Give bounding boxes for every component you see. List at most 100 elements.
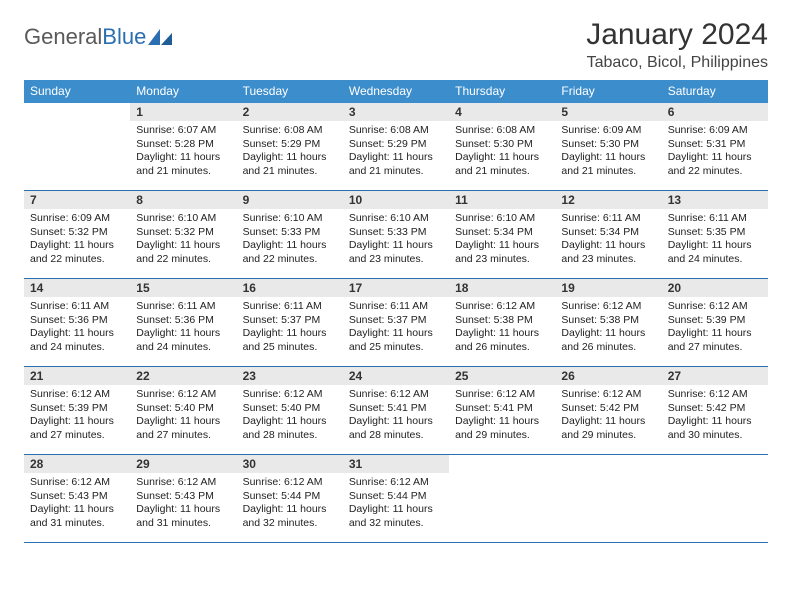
sunrise-line: Sunrise: 6:09 AM — [561, 124, 655, 138]
calendar-cell: 22Sunrise: 6:12 AMSunset: 5:40 PMDayligh… — [130, 367, 236, 455]
calendar-cell: 14Sunrise: 6:11 AMSunset: 5:36 PMDayligh… — [24, 279, 130, 367]
day-content: Sunrise: 6:12 AMSunset: 5:40 PMDaylight:… — [130, 385, 236, 449]
page-header: GeneralBlue January 2024 Tabaco, Bicol, … — [24, 18, 768, 72]
calendar-table: Sunday Monday Tuesday Wednesday Thursday… — [24, 80, 768, 543]
daylight-line: Daylight: 11 hours and 24 minutes. — [30, 327, 124, 354]
weekday-header: Sunday — [24, 80, 130, 103]
day-number: 31 — [343, 455, 449, 473]
day-number: 7 — [24, 191, 130, 209]
sunrise-line: Sunrise: 6:08 AM — [349, 124, 443, 138]
day-number: 16 — [237, 279, 343, 297]
sunset-line: Sunset: 5:29 PM — [243, 138, 337, 152]
calendar-cell: 3Sunrise: 6:08 AMSunset: 5:29 PMDaylight… — [343, 103, 449, 191]
daylight-line: Daylight: 11 hours and 23 minutes. — [349, 239, 443, 266]
day-number: 9 — [237, 191, 343, 209]
calendar-cell — [662, 455, 768, 543]
day-number: 14 — [24, 279, 130, 297]
sunset-line: Sunset: 5:40 PM — [243, 402, 337, 416]
calendar-cell: 19Sunrise: 6:12 AMSunset: 5:38 PMDayligh… — [555, 279, 661, 367]
calendar-cell: 13Sunrise: 6:11 AMSunset: 5:35 PMDayligh… — [662, 191, 768, 279]
daylight-line: Daylight: 11 hours and 31 minutes. — [136, 503, 230, 530]
day-content: Sunrise: 6:10 AMSunset: 5:34 PMDaylight:… — [449, 209, 555, 273]
day-number: 8 — [130, 191, 236, 209]
weekday-header: Thursday — [449, 80, 555, 103]
day-number: 5 — [555, 103, 661, 121]
sunrise-line: Sunrise: 6:12 AM — [243, 476, 337, 490]
calendar-cell: 21Sunrise: 6:12 AMSunset: 5:39 PMDayligh… — [24, 367, 130, 455]
calendar-cell: 25Sunrise: 6:12 AMSunset: 5:41 PMDayligh… — [449, 367, 555, 455]
daylight-line: Daylight: 11 hours and 22 minutes. — [668, 151, 762, 178]
sunset-line: Sunset: 5:39 PM — [30, 402, 124, 416]
calendar-row: 21Sunrise: 6:12 AMSunset: 5:39 PMDayligh… — [24, 367, 768, 455]
title-block: January 2024 Tabaco, Bicol, Philippines — [586, 18, 768, 72]
daylight-line: Daylight: 11 hours and 23 minutes. — [561, 239, 655, 266]
logo-sail-icon — [148, 27, 174, 47]
day-number: 18 — [449, 279, 555, 297]
daylight-line: Daylight: 11 hours and 22 minutes. — [243, 239, 337, 266]
calendar-cell: 6Sunrise: 6:09 AMSunset: 5:31 PMDaylight… — [662, 103, 768, 191]
day-number: 2 — [237, 103, 343, 121]
day-content: Sunrise: 6:12 AMSunset: 5:42 PMDaylight:… — [662, 385, 768, 449]
sunrise-line: Sunrise: 6:10 AM — [243, 212, 337, 226]
daylight-line: Daylight: 11 hours and 25 minutes. — [349, 327, 443, 354]
weekday-header-row: Sunday Monday Tuesday Wednesday Thursday… — [24, 80, 768, 103]
calendar-cell — [449, 455, 555, 543]
daylight-line: Daylight: 11 hours and 27 minutes. — [30, 415, 124, 442]
day-number: 11 — [449, 191, 555, 209]
daylight-line: Daylight: 11 hours and 23 minutes. — [455, 239, 549, 266]
day-content: Sunrise: 6:11 AMSunset: 5:36 PMDaylight:… — [24, 297, 130, 361]
day-content: Sunrise: 6:12 AMSunset: 5:44 PMDaylight:… — [343, 473, 449, 537]
day-content: Sunrise: 6:11 AMSunset: 5:34 PMDaylight:… — [555, 209, 661, 273]
calendar-row: 14Sunrise: 6:11 AMSunset: 5:36 PMDayligh… — [24, 279, 768, 367]
sunset-line: Sunset: 5:28 PM — [136, 138, 230, 152]
daylight-line: Daylight: 11 hours and 26 minutes. — [561, 327, 655, 354]
sunrise-line: Sunrise: 6:11 AM — [561, 212, 655, 226]
logo-text-blue: Blue — [102, 24, 146, 49]
calendar-row: 7Sunrise: 6:09 AMSunset: 5:32 PMDaylight… — [24, 191, 768, 279]
daylight-line: Daylight: 11 hours and 21 minutes. — [349, 151, 443, 178]
daylight-line: Daylight: 11 hours and 24 minutes. — [136, 327, 230, 354]
daylight-line: Daylight: 11 hours and 21 minutes. — [455, 151, 549, 178]
calendar-cell: 31Sunrise: 6:12 AMSunset: 5:44 PMDayligh… — [343, 455, 449, 543]
sunset-line: Sunset: 5:31 PM — [668, 138, 762, 152]
calendar-cell: 4Sunrise: 6:08 AMSunset: 5:30 PMDaylight… — [449, 103, 555, 191]
sunset-line: Sunset: 5:39 PM — [668, 314, 762, 328]
sunrise-line: Sunrise: 6:12 AM — [30, 388, 124, 402]
calendar-cell: 7Sunrise: 6:09 AMSunset: 5:32 PMDaylight… — [24, 191, 130, 279]
day-number: 13 — [662, 191, 768, 209]
day-number: 4 — [449, 103, 555, 121]
sunrise-line: Sunrise: 6:12 AM — [30, 476, 124, 490]
sunset-line: Sunset: 5:37 PM — [243, 314, 337, 328]
calendar-cell: 24Sunrise: 6:12 AMSunset: 5:41 PMDayligh… — [343, 367, 449, 455]
calendar-cell: 1Sunrise: 6:07 AMSunset: 5:28 PMDaylight… — [130, 103, 236, 191]
sunset-line: Sunset: 5:43 PM — [136, 490, 230, 504]
day-number: 29 — [130, 455, 236, 473]
daylight-line: Daylight: 11 hours and 28 minutes. — [349, 415, 443, 442]
day-number: 12 — [555, 191, 661, 209]
day-content: Sunrise: 6:12 AMSunset: 5:39 PMDaylight:… — [24, 385, 130, 449]
daylight-line: Daylight: 11 hours and 24 minutes. — [668, 239, 762, 266]
daylight-line: Daylight: 11 hours and 21 minutes. — [561, 151, 655, 178]
sunrise-line: Sunrise: 6:11 AM — [243, 300, 337, 314]
calendar-cell: 10Sunrise: 6:10 AMSunset: 5:33 PMDayligh… — [343, 191, 449, 279]
day-content: Sunrise: 6:11 AMSunset: 5:36 PMDaylight:… — [130, 297, 236, 361]
sunrise-line: Sunrise: 6:11 AM — [349, 300, 443, 314]
day-content: Sunrise: 6:11 AMSunset: 5:37 PMDaylight:… — [237, 297, 343, 361]
sunrise-line: Sunrise: 6:11 AM — [30, 300, 124, 314]
calendar-cell: 28Sunrise: 6:12 AMSunset: 5:43 PMDayligh… — [24, 455, 130, 543]
sunset-line: Sunset: 5:32 PM — [30, 226, 124, 240]
sunrise-line: Sunrise: 6:12 AM — [668, 300, 762, 314]
sunrise-line: Sunrise: 6:11 AM — [136, 300, 230, 314]
sunrise-line: Sunrise: 6:12 AM — [668, 388, 762, 402]
calendar-cell: 9Sunrise: 6:10 AMSunset: 5:33 PMDaylight… — [237, 191, 343, 279]
day-number: 25 — [449, 367, 555, 385]
daylight-line: Daylight: 11 hours and 30 minutes. — [668, 415, 762, 442]
calendar-row: 28Sunrise: 6:12 AMSunset: 5:43 PMDayligh… — [24, 455, 768, 543]
daylight-line: Daylight: 11 hours and 28 minutes. — [243, 415, 337, 442]
sunrise-line: Sunrise: 6:12 AM — [349, 388, 443, 402]
day-content: Sunrise: 6:12 AMSunset: 5:43 PMDaylight:… — [130, 473, 236, 537]
sunrise-line: Sunrise: 6:12 AM — [136, 388, 230, 402]
sunset-line: Sunset: 5:30 PM — [455, 138, 549, 152]
sunrise-line: Sunrise: 6:12 AM — [455, 300, 549, 314]
calendar-cell: 15Sunrise: 6:11 AMSunset: 5:36 PMDayligh… — [130, 279, 236, 367]
